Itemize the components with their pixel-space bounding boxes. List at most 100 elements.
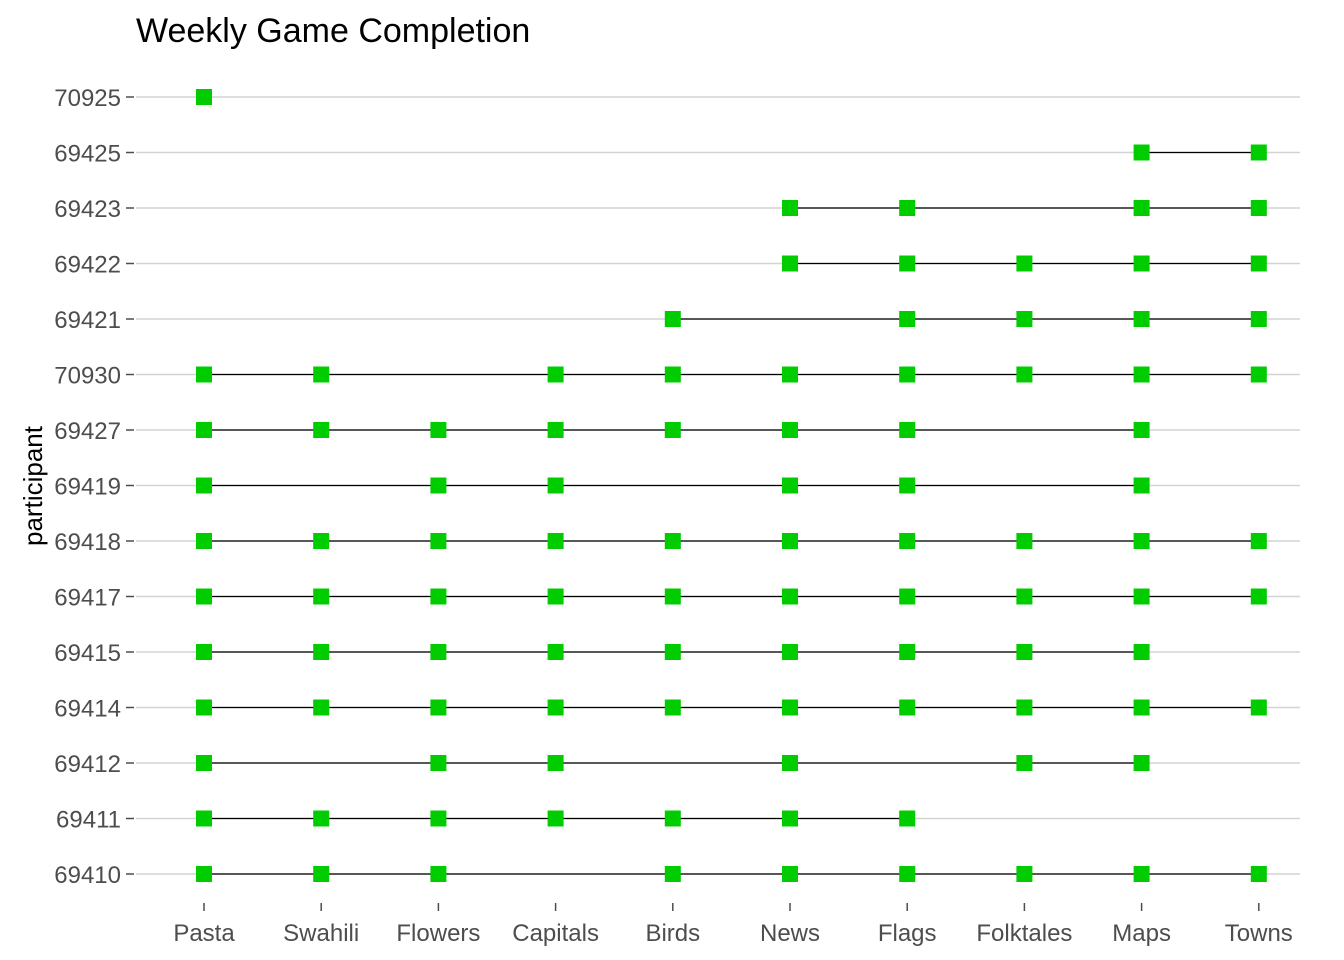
x-axis-ticks: Pasta Swahili Flowers Capitals Birds News Flag… xyxy=(173,903,1293,947)
completion-point xyxy=(899,477,916,494)
completion-point xyxy=(899,255,916,272)
completion-point xyxy=(430,477,447,494)
completion-point xyxy=(547,366,564,383)
completion-point xyxy=(664,699,681,716)
completion-point xyxy=(1016,311,1033,327)
completion-point xyxy=(899,422,916,438)
completion-point xyxy=(313,699,330,716)
y-tick-label: 69427 xyxy=(54,418,121,445)
completion-point xyxy=(664,588,681,605)
completion-point xyxy=(782,477,798,494)
completion-point xyxy=(430,533,447,549)
completion-point xyxy=(1250,311,1267,327)
y-axis-ticks: 70925 69425 69423 69422 69421 70930 69427 69419… xyxy=(54,85,134,889)
completion-point xyxy=(313,644,330,660)
completion-point xyxy=(313,422,330,438)
completion-point xyxy=(196,866,212,882)
completion-point xyxy=(1133,533,1150,549)
completion-point xyxy=(547,477,564,494)
completion-point xyxy=(1016,755,1033,771)
completion-point xyxy=(1133,588,1150,605)
y-tick-label: 69410 xyxy=(54,862,121,889)
completion-point xyxy=(313,810,330,827)
completion-point xyxy=(430,588,447,605)
completion-point xyxy=(1016,255,1033,272)
completion-point xyxy=(430,644,447,660)
completion-point xyxy=(899,533,916,549)
x-tick-label: Pasta xyxy=(173,920,235,947)
completion-point xyxy=(899,699,916,716)
completion-point xyxy=(899,311,916,327)
completion-point xyxy=(1133,422,1150,438)
completion-segments xyxy=(204,151,1259,875)
completion-point xyxy=(1250,144,1267,161)
y-tick-label: 69417 xyxy=(54,585,121,612)
completion-point xyxy=(782,366,798,383)
chart-title: Weekly Game Completion xyxy=(136,12,530,50)
completion-point xyxy=(782,422,798,438)
x-tick-label: Birds xyxy=(645,920,700,947)
completion-point xyxy=(196,89,212,105)
completion-point xyxy=(196,699,212,716)
completion-point xyxy=(782,810,798,827)
completion-point xyxy=(899,588,916,605)
completion-point xyxy=(1133,200,1150,216)
completion-point xyxy=(1133,755,1150,771)
completion-point xyxy=(1250,699,1267,716)
completion-point xyxy=(1133,477,1150,494)
completion-point xyxy=(1133,366,1150,383)
completion-point xyxy=(782,699,798,716)
completion-point xyxy=(899,200,916,216)
completion-point xyxy=(1133,644,1150,660)
completion-point xyxy=(1250,366,1267,383)
x-tick-label: Folktales xyxy=(976,920,1072,947)
completion-point xyxy=(664,644,681,660)
completion-point xyxy=(547,644,564,660)
y-tick-label: 69412 xyxy=(54,751,121,778)
y-tick-label: 70930 xyxy=(54,363,121,390)
completion-point xyxy=(899,810,916,827)
x-tick-label: News xyxy=(760,920,820,947)
completion-point xyxy=(196,810,212,827)
completion-point xyxy=(196,422,212,438)
x-tick-label: Towns xyxy=(1225,920,1293,947)
completion-point xyxy=(1133,255,1150,272)
completion-point xyxy=(899,866,916,882)
completion-points xyxy=(196,89,1267,882)
completion-point xyxy=(1016,533,1033,549)
completion-point xyxy=(1250,200,1267,216)
y-tick-label: 69418 xyxy=(54,529,121,556)
y-tick-label: 70925 xyxy=(54,85,121,112)
completion-point xyxy=(313,588,330,605)
x-tick-label: Flags xyxy=(878,920,937,947)
completion-point xyxy=(547,533,564,549)
y-tick-label: 69411 xyxy=(56,807,121,834)
completion-point xyxy=(547,755,564,771)
completion-point xyxy=(313,866,330,882)
completion-point xyxy=(547,588,564,605)
y-tick-label: 69425 xyxy=(54,141,121,168)
completion-point xyxy=(313,533,330,549)
completion-point xyxy=(430,755,447,771)
y-tick-label: 69423 xyxy=(54,196,121,223)
x-tick-label: Capitals xyxy=(512,920,599,947)
completion-point xyxy=(430,810,447,827)
completion-point xyxy=(1016,366,1033,383)
completion-point xyxy=(196,644,212,660)
x-tick-label: Maps xyxy=(1112,920,1171,947)
completion-point xyxy=(782,866,798,882)
y-tick-label: 69419 xyxy=(54,474,121,501)
completion-point xyxy=(1016,644,1033,660)
completion-point xyxy=(782,644,798,660)
completion-point xyxy=(664,533,681,549)
completion-point xyxy=(1016,588,1033,605)
completion-point xyxy=(196,366,212,383)
completion-point xyxy=(547,810,564,827)
y-axis-label: participant xyxy=(18,425,48,546)
completion-point xyxy=(664,422,681,438)
completion-point xyxy=(1133,311,1150,327)
y-tick-label: 69421 xyxy=(54,307,121,334)
completion-point xyxy=(664,866,681,882)
completion-point xyxy=(782,588,798,605)
